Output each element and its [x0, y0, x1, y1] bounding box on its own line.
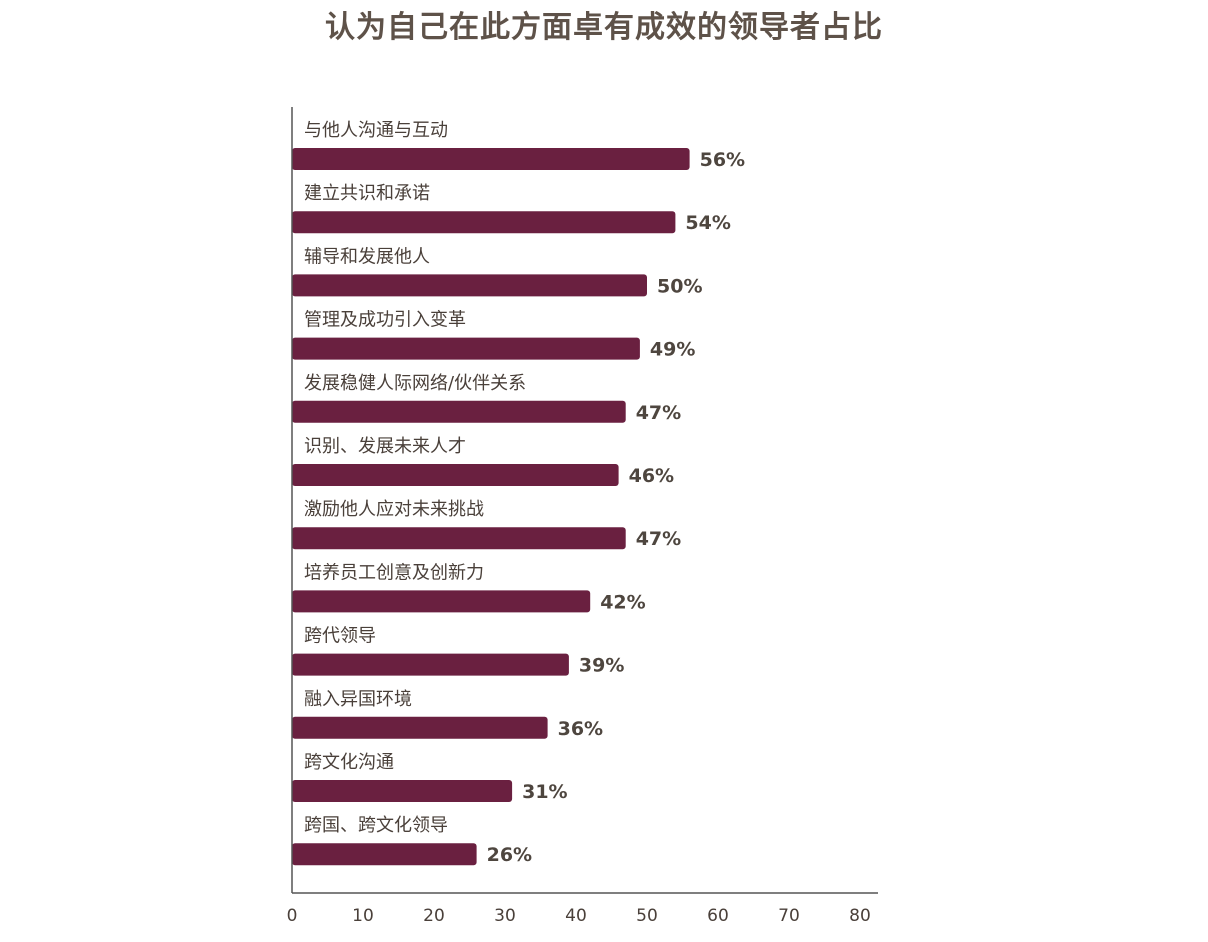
value-label: 42%: [600, 591, 645, 613]
bar: [292, 780, 513, 802]
chart-title: 认为自己在此方面卓有成效的领导者占比: [325, 10, 883, 45]
category-label: 管理及成功引入变革: [304, 310, 466, 331]
value-label: 46%: [629, 465, 674, 487]
category-label: 跨代领导: [304, 626, 376, 647]
category-label: 激励他人应对未来挑战: [304, 499, 484, 520]
x-tick-label: 40: [565, 906, 587, 926]
bar: [292, 590, 591, 613]
category-label: 辅导和发展他人: [304, 246, 430, 267]
value-label: 50%: [657, 275, 702, 297]
bar: [292, 274, 647, 297]
category-label: 建立共识和承诺: [304, 183, 430, 204]
category-label: 培养员工创意及创新力: [304, 562, 484, 583]
value-label: 54%: [685, 212, 730, 234]
bar: [292, 843, 477, 866]
category-label: 识别、发展未来人才: [304, 436, 466, 457]
x-tick-label: 80: [849, 906, 871, 926]
bar: [292, 464, 619, 486]
x-tick-label: 30: [494, 906, 516, 926]
x-tick-label: 50: [636, 906, 658, 926]
x-tick-label: 0: [287, 906, 298, 926]
category-label: 与他人沟通与互动: [304, 120, 448, 141]
value-label: 31%: [522, 781, 567, 803]
value-label: 39%: [579, 655, 624, 677]
bar: [292, 716, 548, 739]
category-label: 发展稳健人际网络/伙伴关系: [304, 373, 526, 394]
bar: [292, 527, 626, 550]
x-tick-label: 60: [707, 906, 729, 926]
value-label: 47%: [636, 402, 681, 424]
x-tick-label: 70: [778, 906, 800, 926]
bar: [292, 211, 676, 234]
value-label: 47%: [636, 528, 681, 550]
category-label: 跨国、跨文化领导: [304, 815, 448, 836]
value-label: 49%: [650, 339, 695, 361]
category-label: 融入异国环境: [304, 689, 412, 710]
bar: [292, 653, 569, 676]
axes-layer: 0 10 20 30 40 50 60 70 80: [287, 107, 878, 926]
category-label: 跨文化沟通: [304, 752, 394, 773]
bar: [292, 400, 626, 423]
x-tick-label: 10: [352, 906, 374, 926]
x-tick-label: 20: [423, 906, 445, 926]
value-label: 56%: [700, 149, 745, 171]
bars-layer: 与他人沟通与互动 56% 建立共识和承诺 54% 辅导和发展他人 50% 管理及成功引入变革…: [292, 120, 745, 866]
value-label: 26%: [487, 844, 532, 866]
bar: [292, 148, 690, 170]
value-label: 36%: [558, 718, 603, 740]
bar: [292, 337, 640, 360]
